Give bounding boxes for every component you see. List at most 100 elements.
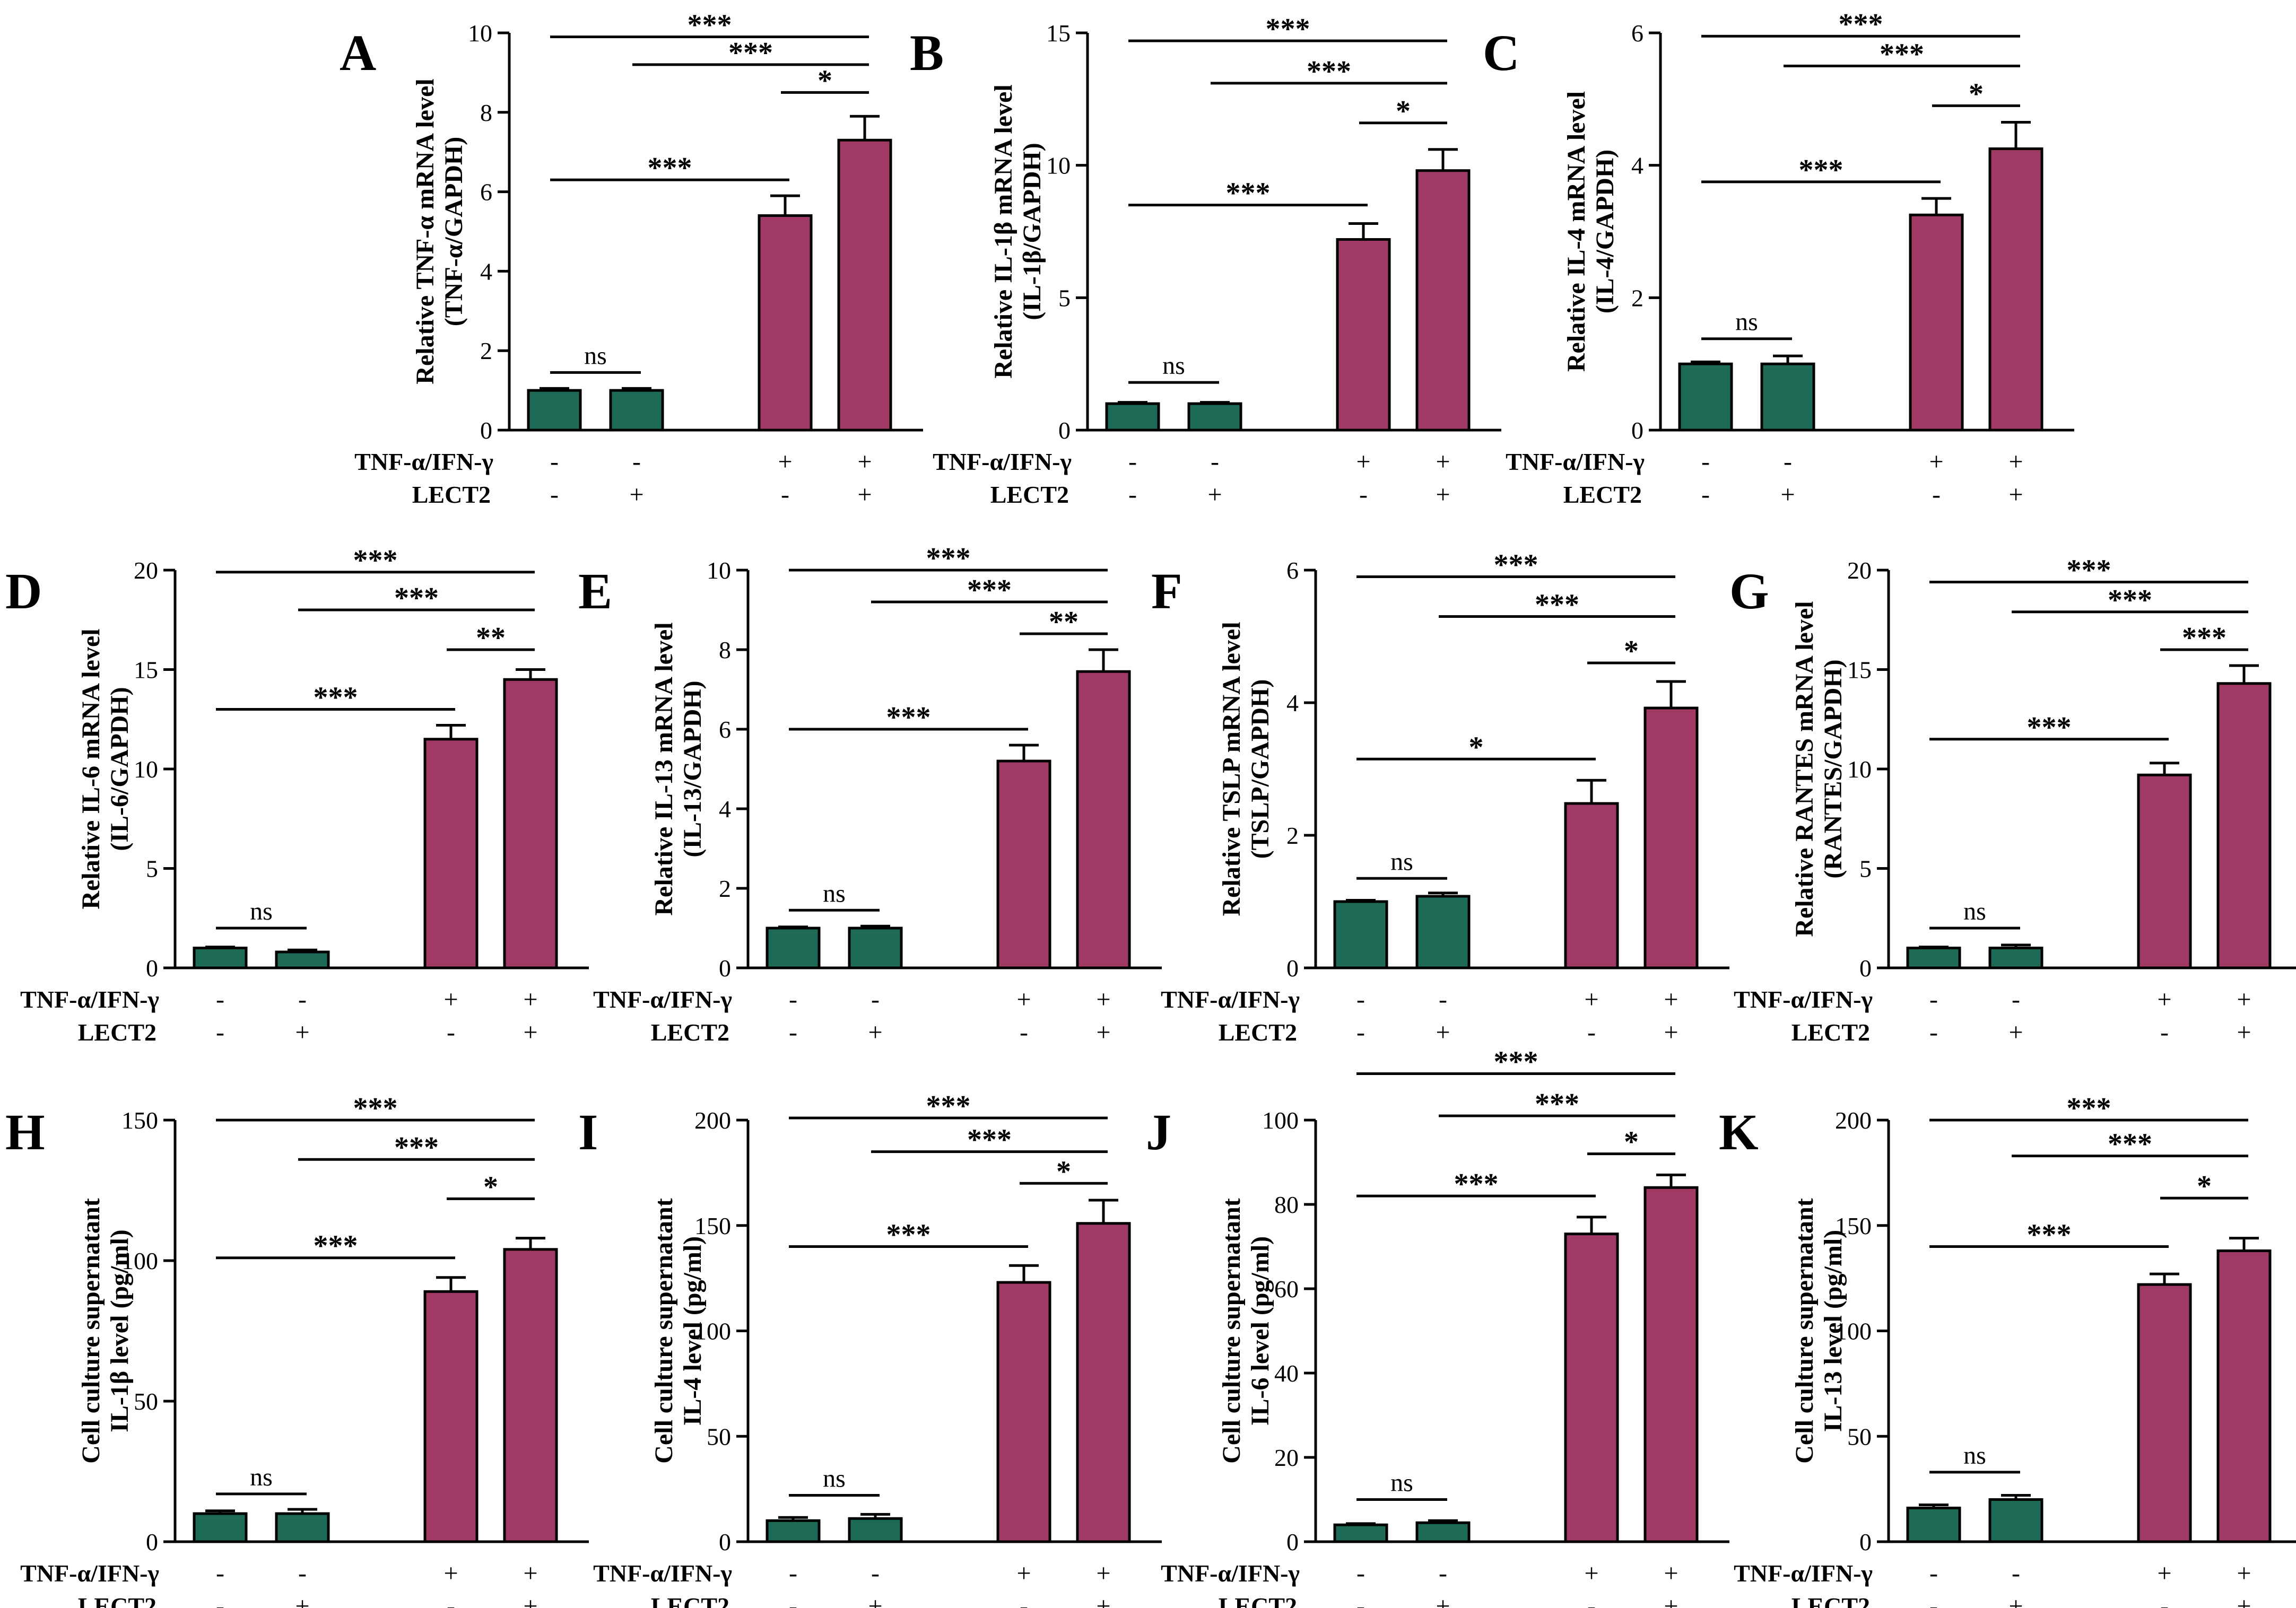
y-axis-title: Relative IL-1β mRNA level(IL-1β/GAPDH) — [989, 84, 1046, 379]
condition-mark: - — [1929, 985, 1938, 1013]
significance-label: *** — [2067, 1092, 2111, 1125]
significance-label: *** — [728, 37, 773, 69]
y-axis-title: Relative TNF-α mRNA level(TNF-α/GAPDH) — [411, 78, 468, 384]
bar — [1333, 1523, 1388, 1543]
panel-letter: F — [1151, 563, 1182, 619]
bar — [837, 138, 892, 432]
condition-mark: + — [2237, 1018, 2251, 1046]
bar — [1643, 1186, 1699, 1543]
y-axis-title: Relative IL-4 mRNA level(IL-4/GAPDH) — [1562, 91, 1619, 372]
y-tick-label: 0 — [719, 1528, 731, 1555]
y-tick-label: 15 — [1847, 657, 1872, 684]
y-axis-title-line: Cell culture supernatant — [1217, 1198, 1246, 1463]
bar — [423, 738, 479, 969]
y-tick-label: 5 — [146, 855, 158, 882]
condition-mark: + — [523, 1018, 537, 1046]
bar — [275, 950, 330, 969]
condition-mark: - — [1439, 1559, 1447, 1587]
bar — [1105, 402, 1160, 432]
bar — [275, 1512, 330, 1543]
bar — [503, 1248, 558, 1543]
significance-label: ns — [250, 1463, 273, 1491]
condition-mark: - — [632, 448, 641, 476]
condition-mark: - — [1587, 1592, 1596, 1608]
condition-mark: - — [1932, 480, 1941, 509]
bar — [1988, 1498, 2043, 1543]
y-tick-label: 200 — [694, 1107, 731, 1134]
y-tick-label: 50 — [1847, 1423, 1872, 1450]
condition-mark: - — [216, 1018, 224, 1046]
chart-panel-c: C 0 2 4 6 Relative IL-4 mRNA level(IL-4/GAPDH… — [1483, 8, 2074, 509]
row-label-lect2: LECT2 — [78, 1019, 156, 1046]
panel-letter: K — [1719, 1104, 1759, 1160]
panel-letter: B — [910, 24, 944, 81]
condition-mark: + — [443, 1559, 458, 1587]
row-label-lect2: LECT2 — [1219, 1593, 1297, 1608]
condition-mark: - — [1211, 448, 1219, 476]
panel-letter: E — [578, 563, 612, 619]
y-tick-label: 8 — [480, 99, 492, 126]
y-tick-label: 0 — [719, 955, 731, 982]
condition-mark: + — [2157, 1559, 2171, 1587]
condition-mark: - — [216, 985, 224, 1013]
condition-mark: + — [523, 1592, 537, 1608]
y-axis-title-line: Relative TSLP mRNA level — [1217, 622, 1246, 916]
panel-letter: J — [1146, 1104, 1171, 1160]
y-tick-label: 4 — [1286, 689, 1299, 716]
chart-panel-i: I 0 50 100 150 200 Cell culture supernatantIL-… — [578, 1090, 1162, 1608]
bar — [996, 759, 1051, 969]
significance-label: *** — [2182, 622, 2227, 654]
condition-mark: + — [523, 985, 537, 1013]
row-label-tnf-ifn: TNF-α/IFN-γ — [1161, 1560, 1300, 1587]
bar — [1988, 147, 2043, 432]
condition-mark: - — [298, 1559, 307, 1587]
condition-mark: + — [1436, 1018, 1450, 1046]
condition-mark: + — [1016, 985, 1031, 1013]
significance-label: *** — [394, 1131, 439, 1164]
chart-panel-b: B 0 5 10 15 Relative IL-1β mRNA level(IL-1β/G… — [910, 13, 1501, 509]
y-tick-label: 20 — [134, 557, 158, 584]
condition-mark: + — [1664, 1559, 1678, 1587]
significance-label: *** — [967, 1124, 1012, 1157]
condition-mark: + — [295, 1018, 309, 1046]
significance-label: *** — [1535, 1088, 1579, 1121]
condition-mark: - — [550, 480, 559, 509]
y-axis-title-line: IL-6 level (pg/ml) — [1246, 1236, 1274, 1426]
panel-letter: A — [340, 24, 376, 81]
significance-label: * — [2197, 1170, 2212, 1203]
significance-label: * — [1969, 77, 1984, 110]
bar — [1333, 900, 1388, 969]
y-tick-label: 50 — [707, 1423, 731, 1450]
bar — [1076, 670, 1131, 969]
condition-mark: + — [868, 1592, 882, 1608]
y-tick-label: 150 — [694, 1212, 731, 1239]
bar — [2216, 682, 2272, 969]
bar — [423, 1290, 479, 1543]
bar — [1906, 1506, 1961, 1543]
condition-mark: + — [2008, 1592, 2023, 1608]
bar — [1564, 1233, 1619, 1543]
y-axis-title-line: (IL-13/GAPDH) — [679, 680, 707, 857]
bar — [193, 947, 248, 969]
row-label-tnf-ifn: TNF-α/IFN-γ — [354, 448, 493, 475]
y-tick-label: 5 — [1058, 284, 1071, 311]
row-label-lect2: LECT2 — [990, 481, 1069, 508]
condition-mark: + — [1016, 1559, 1031, 1587]
significance-label: * — [1624, 635, 1639, 668]
bar — [996, 1281, 1051, 1543]
significance-label: *** — [1494, 549, 1538, 582]
significance-label: *** — [688, 8, 732, 41]
condition-mark: - — [298, 985, 307, 1013]
significance-label: *** — [926, 1090, 971, 1123]
y-tick-label: 4 — [480, 258, 492, 285]
significance-label: ns — [1162, 352, 1185, 380]
y-tick-label: 60 — [1274, 1275, 1299, 1303]
condition-mark: + — [2008, 1018, 2023, 1046]
bar — [766, 927, 821, 969]
significance-label: * — [1396, 95, 1411, 128]
bar — [1336, 238, 1391, 432]
bar — [1415, 169, 1471, 432]
y-tick-label: 15 — [1046, 20, 1071, 47]
condition-mark: - — [1356, 1018, 1365, 1046]
y-tick-label: 20 — [1274, 1444, 1299, 1471]
